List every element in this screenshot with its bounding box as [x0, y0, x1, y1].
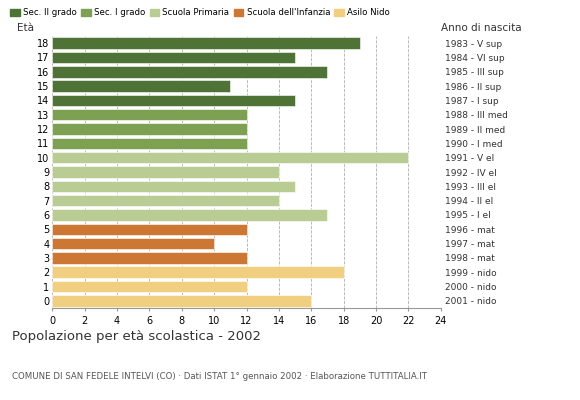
Bar: [52, 295, 311, 306]
Bar: [52, 266, 343, 278]
Bar: [52, 95, 295, 106]
Bar: [52, 195, 279, 206]
Text: COMUNE DI SAN FEDELE INTELVI (CO) · Dati ISTAT 1° gennaio 2002 · Elaborazione TU: COMUNE DI SAN FEDELE INTELVI (CO) · Dati…: [12, 372, 427, 381]
Bar: [52, 38, 360, 49]
Bar: [52, 224, 246, 235]
Bar: [52, 209, 328, 221]
Bar: [52, 252, 246, 264]
Bar: [52, 66, 328, 78]
Bar: [52, 180, 295, 192]
Text: Popolazione per età scolastica - 2002: Popolazione per età scolastica - 2002: [12, 330, 260, 343]
Bar: [52, 166, 279, 178]
Bar: [52, 80, 230, 92]
Text: Anno di nascita: Anno di nascita: [441, 23, 521, 33]
Bar: [52, 152, 408, 164]
Bar: [52, 109, 246, 120]
Bar: [52, 281, 246, 292]
Bar: [52, 138, 246, 149]
Bar: [52, 238, 214, 249]
Legend: Sec. II grado, Sec. I grado, Scuola Primaria, Scuola dell'Infanzia, Asilo Nido: Sec. II grado, Sec. I grado, Scuola Prim…: [10, 8, 390, 17]
Bar: [52, 52, 295, 63]
Text: Età: Età: [17, 23, 34, 33]
Bar: [52, 123, 246, 135]
